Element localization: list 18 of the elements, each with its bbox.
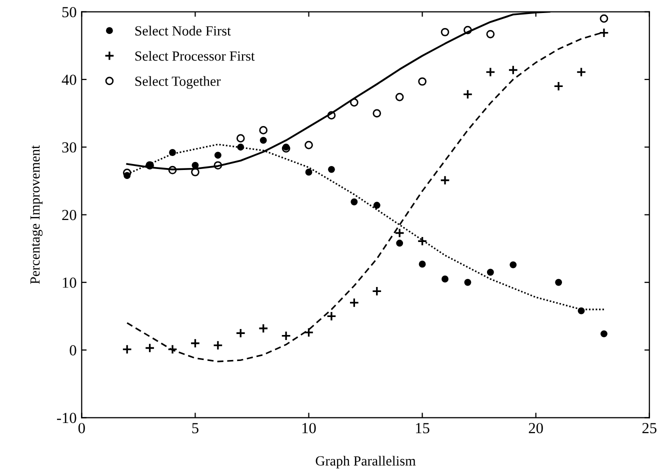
x-tick-label: 10 — [302, 422, 316, 434]
y-tick-label: 10 — [62, 278, 76, 288]
y-tick-label: 20 — [62, 210, 76, 220]
y-tick-label: 50 — [62, 6, 76, 18]
x-tick-label: 5 — [192, 423, 198, 434]
x-axis-title: Graph Parallelism — [316, 456, 416, 468]
y-tick-label: 30 — [62, 142, 76, 153]
x-tick-label: 0 — [78, 422, 85, 434]
legend-label: Select Together — [135, 76, 221, 89]
legend-label: Select Processor First — [135, 50, 255, 61]
legend-label: Select Node First — [135, 26, 231, 36]
y-tick-label: 40 — [62, 74, 76, 85]
x-tick-label: 20 — [528, 422, 543, 434]
x-tick-label: 15 — [416, 423, 430, 434]
y-tick-label: 0 — [70, 345, 76, 356]
x-tick-label: 25 — [642, 423, 656, 434]
y-tick-label: -10 — [57, 412, 76, 424]
y-axis-title: Percentage Improvement — [30, 145, 43, 284]
